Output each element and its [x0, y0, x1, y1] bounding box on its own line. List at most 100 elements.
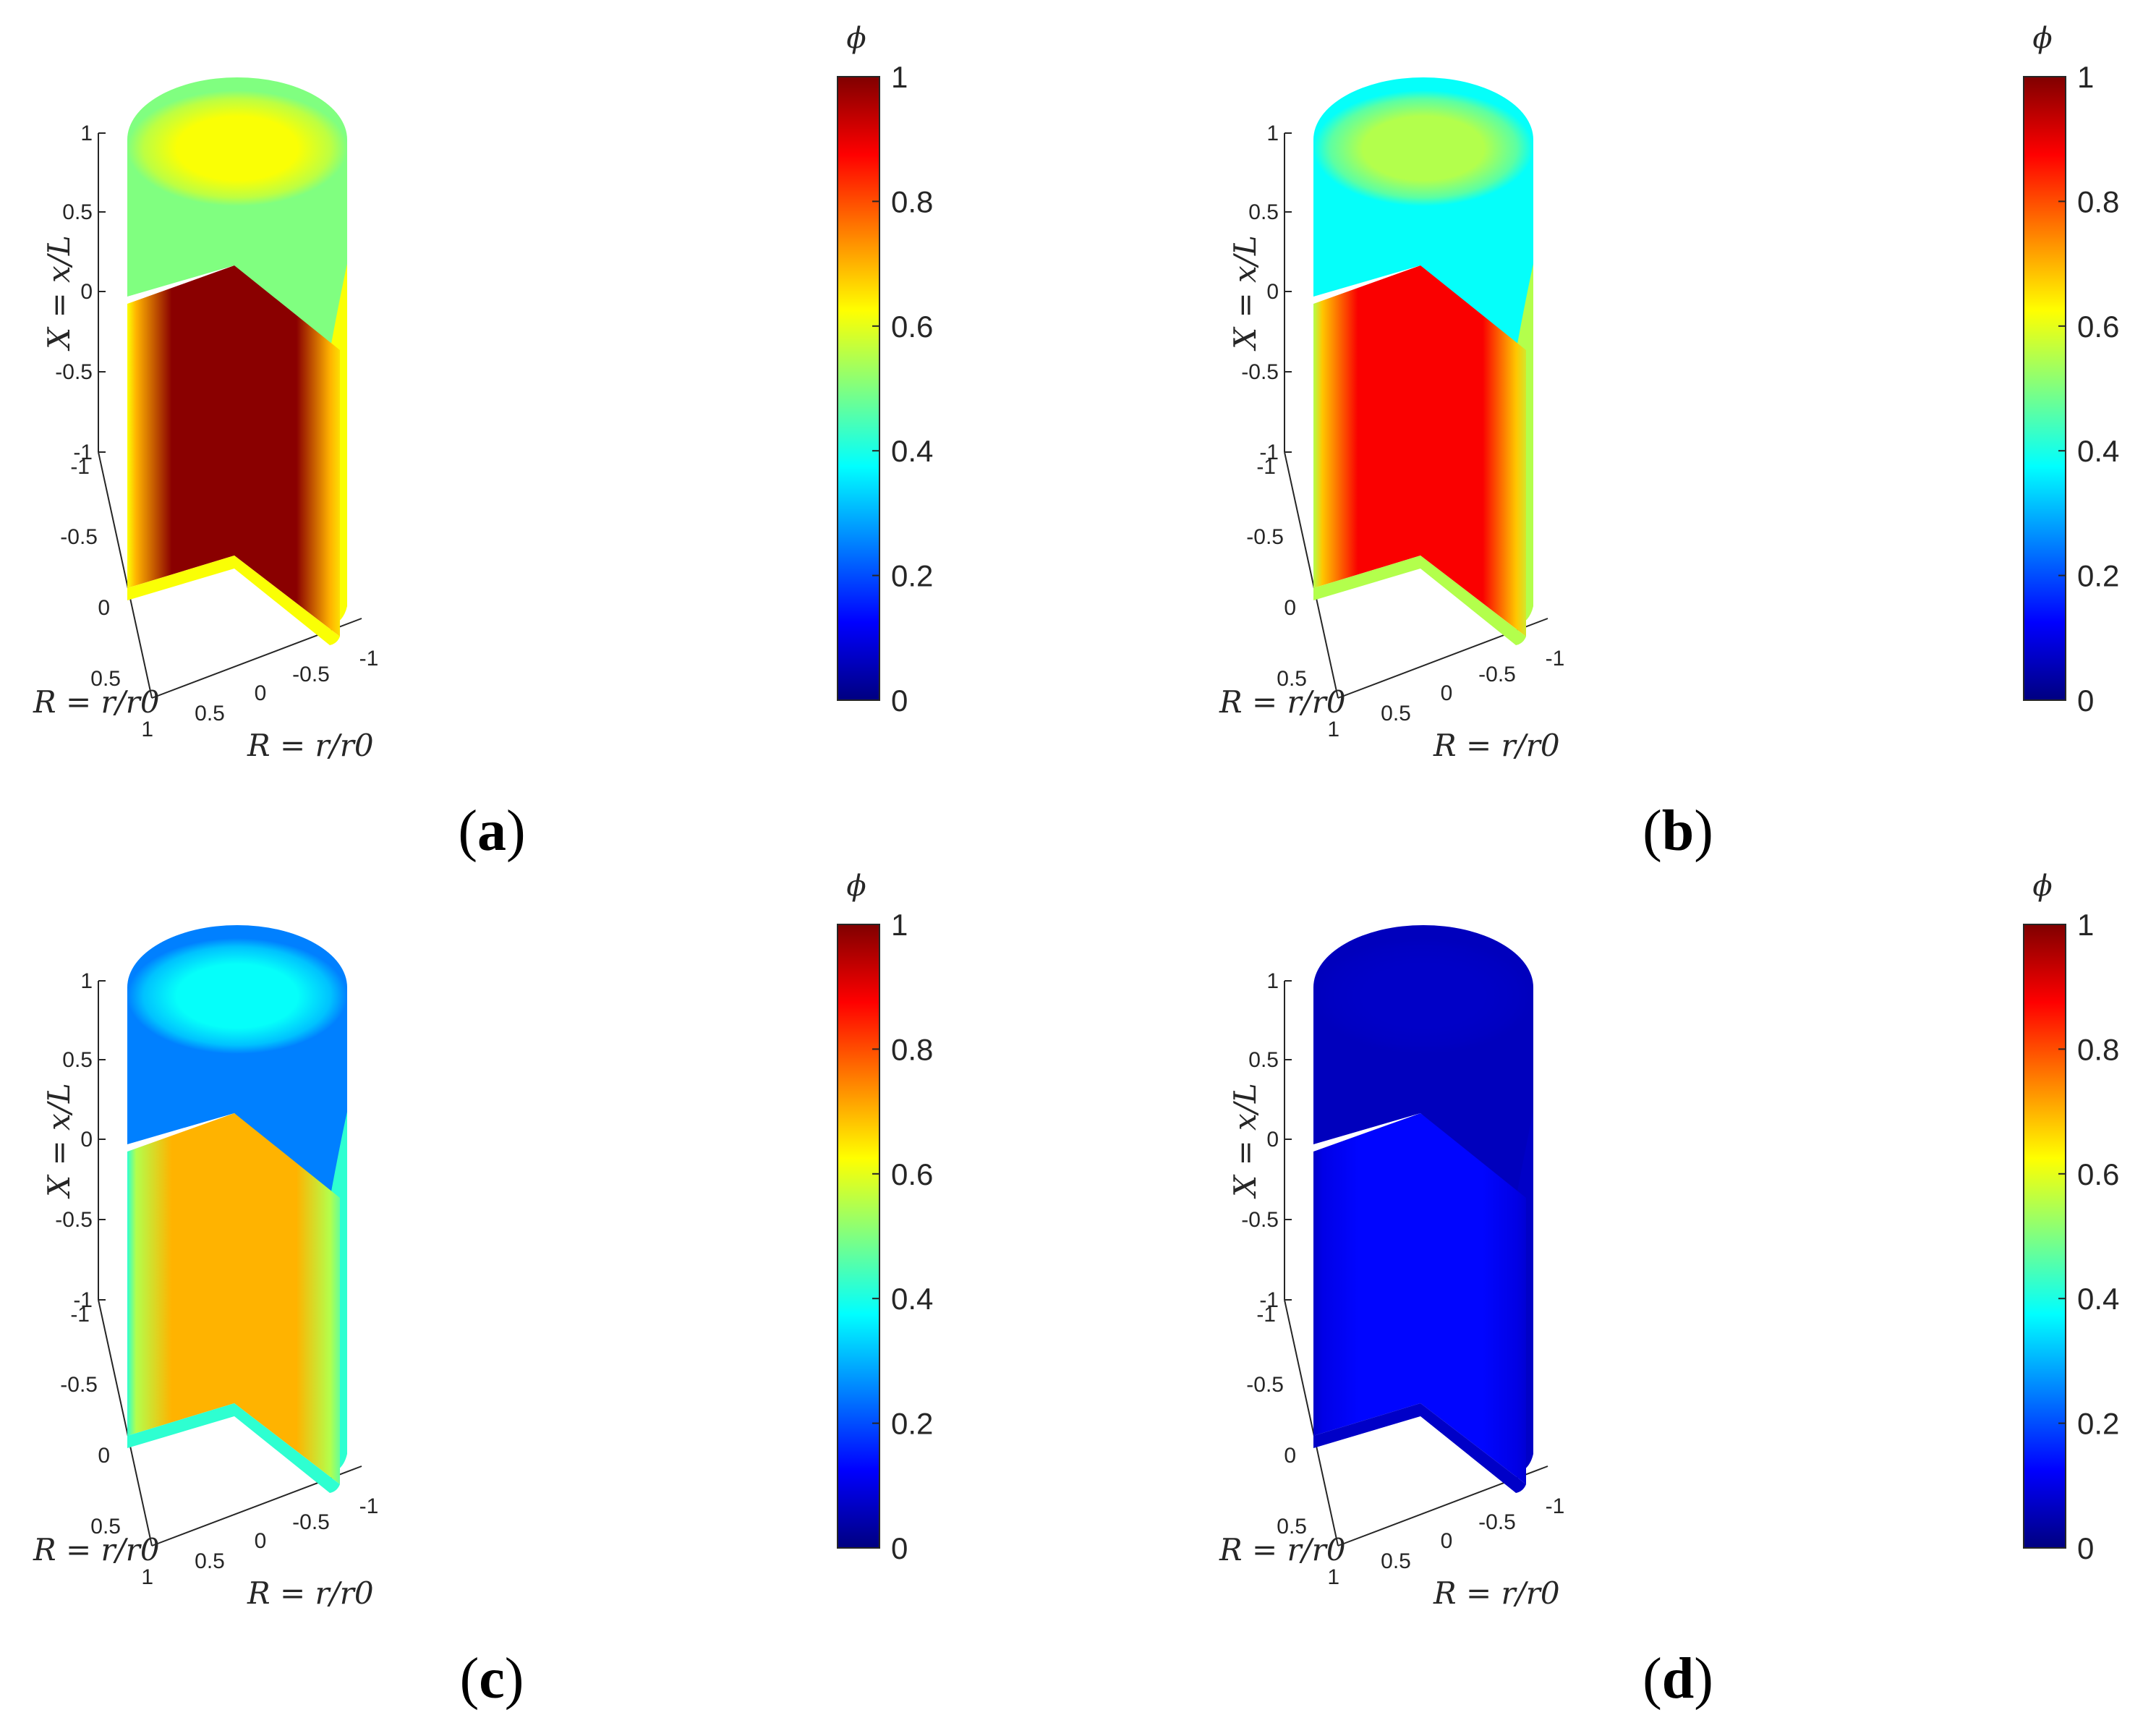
r-bottom-tick-label: -1: [1546, 647, 1565, 671]
r-axis-label-left: R = r/r0: [1219, 1532, 1346, 1567]
colorbar-label: ϕ: [2032, 869, 2052, 903]
x-axis-label: X = x/L: [41, 1083, 77, 1199]
panel-letter: c: [479, 1647, 505, 1711]
x-tick-label: -1: [1259, 1288, 1279, 1312]
r-left-tick-label: 1: [141, 718, 153, 741]
panel-label: (a): [458, 799, 525, 863]
cut-face-right: [1420, 1113, 1526, 1484]
x-ticks: 10.50-0.5-1-1-0.500.510.50-0.5-1: [55, 122, 378, 741]
cut-face-left: [127, 265, 234, 588]
r-bottom-tick-label: -1: [359, 1494, 379, 1518]
panel-letter: d: [1662, 1647, 1695, 1711]
r-left-tick-label: 0.5: [90, 1515, 121, 1539]
r-left-tick-label: 1: [1327, 718, 1339, 741]
colorbar-tick-label: 0: [2077, 1531, 2094, 1565]
cylinder-cutaway: [1313, 925, 1533, 1493]
r-bottom-tick-label: -1: [359, 647, 379, 671]
r-bottom-tick-label: 0.5: [1381, 702, 1411, 726]
colorbar-tick-label: 0.6: [2077, 1157, 2119, 1191]
x-ticks: 10.50-0.5-1-1-0.500.510.50-0.5-1: [1241, 969, 1564, 1589]
r-axis-label-bottom: R = r/r0: [1433, 1575, 1560, 1611]
r-bottom-tick-label: -1: [1546, 1494, 1565, 1518]
x-axis-label: X = x/L: [41, 235, 77, 352]
r-left-tick-label: -0.5: [60, 1373, 98, 1397]
r-axis-left-line: [98, 1299, 153, 1546]
colorbar-tick-label: 0.2: [891, 559, 933, 593]
cut-face-left: [1313, 1113, 1420, 1436]
x-tick-label: 0.5: [1248, 200, 1279, 224]
x-tick-label: 0.5: [62, 1048, 93, 1072]
colorbar-tick-label: 0: [891, 684, 908, 718]
r-left-tick-label: -1: [1256, 1303, 1276, 1327]
colorbar: 1 0.8 0.6 0.4 0.2 0 ϕ: [2023, 869, 2119, 1565]
colorbar-tick-label: 0.6: [2077, 310, 2119, 344]
r-bottom-tick-label: 0.5: [1381, 1549, 1411, 1573]
x-tick-label: 1: [80, 969, 93, 993]
x-tick-label: 1: [80, 122, 93, 145]
colorbar-tick-label: 0.8: [891, 184, 933, 218]
r-axis-label-left: R = r/r0: [1219, 684, 1346, 720]
r-axis-label-bottom: R = r/r0: [247, 1575, 374, 1611]
r-bottom-tick-label: 0: [1441, 1529, 1453, 1553]
top-cap-surface: [1313, 77, 1533, 352]
cylinder-cutaway: [127, 925, 347, 1493]
colorbar-gradient: [837, 924, 880, 1549]
r-left-tick-label: -1: [70, 1303, 90, 1327]
x-tick-label: -0.5: [1241, 360, 1279, 384]
colorbar-tick-label: 0.4: [891, 434, 933, 468]
x-tick-label: -1: [1259, 441, 1279, 464]
panel-letter: b: [1662, 799, 1695, 863]
colorbar-tick-label: 0.8: [2077, 1032, 2119, 1066]
r-left-tick-label: 0.5: [90, 667, 121, 691]
r-bottom-tick-label: -0.5: [292, 1510, 330, 1534]
cut-face-left: [127, 1113, 234, 1436]
r-axis-left-line: [98, 451, 153, 699]
r-left-tick-label: 1: [141, 1565, 153, 1589]
top-cap-surface: [127, 77, 347, 352]
bottom-rim: [1313, 1403, 1526, 1493]
colorbar-tick-label: 0.4: [2077, 434, 2119, 468]
colorbar-tick-label: 1: [2077, 908, 2094, 942]
panel-label: (b): [1643, 799, 1713, 863]
x-ticks: 10.50-0.5-1-1-0.500.510.50-0.5-1: [55, 969, 378, 1589]
panel-letter: a: [477, 799, 506, 863]
r-bottom-tick-label: -0.5: [292, 663, 330, 686]
colorbar-tick-label: 0: [891, 1531, 908, 1565]
colorbar-gradient: [2023, 76, 2066, 701]
top-cap-surface: [1313, 925, 1533, 1199]
colorbar-tick-label: 0.4: [2077, 1282, 2119, 1316]
r-axis-left-line: [1284, 451, 1339, 699]
x-tick-label: 0: [1266, 1128, 1279, 1152]
colorbar-label: ϕ: [846, 22, 866, 55]
colorbar-tick-label: 0.2: [2077, 559, 2119, 593]
bottom-rim: [127, 1403, 340, 1493]
panel-c: 10.50-0.5-1-1-0.500.510.50-0.5-1X = x/LR…: [33, 869, 933, 1711]
x-tick-label: -0.5: [55, 1208, 93, 1232]
colorbar: 1 0.8 0.6 0.4 0.2 0 ϕ: [837, 22, 933, 718]
panel-d: 10.50-0.5-1-1-0.500.510.50-0.5-1X = x/LR…: [1219, 869, 2119, 1711]
r-left-tick-label: -0.5: [1246, 1373, 1284, 1397]
cut-face-right: [234, 265, 340, 637]
panel-a: 10.50-0.5-1-1-0.500.510.50-0.5-1X = x/LR…: [33, 22, 933, 863]
r-axis-label-left: R = r/r0: [33, 1532, 160, 1567]
r-bottom-tick-label: 0: [255, 681, 267, 705]
colorbar-tick-label: 1: [891, 908, 908, 942]
colorbar-tick-label: 0.6: [891, 310, 933, 344]
x-tick-label: -1: [73, 1288, 93, 1312]
panel-label: (d): [1643, 1647, 1713, 1711]
x-tick-label: 0: [80, 1128, 93, 1152]
colorbar-label: ϕ: [2032, 22, 2052, 55]
x-tick-label: -1: [73, 441, 93, 464]
cut-face-left: [1313, 265, 1420, 588]
bottom-rim: [1313, 556, 1526, 645]
r-bottom-tick-label: 0.5: [195, 702, 225, 726]
x-tick-label: 0: [1266, 280, 1279, 304]
r-left-tick-label: 1: [1327, 1565, 1339, 1589]
panel-b: 10.50-0.5-1-1-0.500.510.50-0.5-1X = x/LR…: [1219, 22, 2119, 863]
x-tick-label: 0.5: [1248, 1048, 1279, 1072]
colorbar-tick-label: 1: [2077, 60, 2094, 94]
colorbar: 1 0.8 0.6 0.4 0.2 0 ϕ: [837, 869, 933, 1565]
x-tick-label: -0.5: [55, 360, 93, 384]
r-left-tick-label: 0.5: [1277, 1515, 1307, 1539]
colorbar-tick-label: 0.2: [2077, 1407, 2119, 1441]
